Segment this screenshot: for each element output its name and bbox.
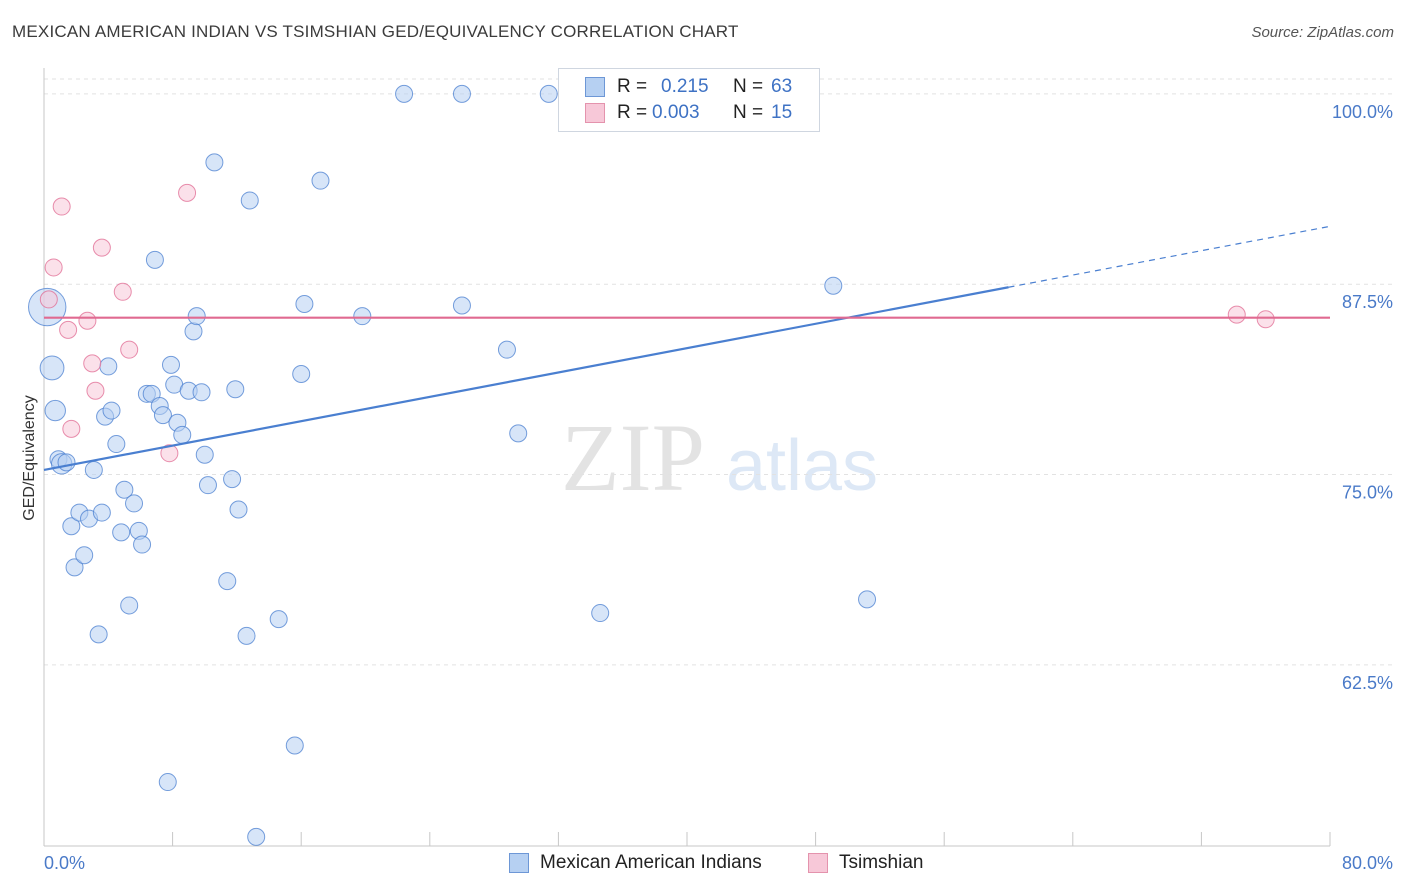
data-point xyxy=(84,460,103,479)
grid-lines xyxy=(44,78,1395,666)
watermark: ZIP atlas xyxy=(561,404,878,511)
data-point xyxy=(184,322,203,341)
data-point xyxy=(395,84,414,103)
data-point xyxy=(160,444,179,463)
data-point xyxy=(858,590,877,609)
data-point xyxy=(99,357,118,376)
data-point xyxy=(237,626,256,645)
data-point xyxy=(75,546,94,565)
data-point xyxy=(39,290,58,309)
data-point xyxy=(311,171,330,190)
y-tick-label: 75.0% xyxy=(1342,483,1393,503)
data-point xyxy=(452,84,471,103)
x-tick-marks xyxy=(43,832,1331,846)
data-point xyxy=(44,399,66,422)
data-point xyxy=(57,453,76,472)
series-tsimshian-points xyxy=(39,183,1275,463)
y-axis-label: GED/Equivalency xyxy=(21,395,38,520)
data-point xyxy=(89,625,108,644)
legend-label: Mexican American Indians xyxy=(540,852,762,873)
data-point xyxy=(59,320,78,339)
watermark-zip: ZIP xyxy=(561,404,705,511)
trend-lines xyxy=(43,225,1331,472)
data-point xyxy=(509,424,528,443)
data-point xyxy=(240,191,259,210)
data-point xyxy=(44,258,63,277)
data-point xyxy=(229,500,248,519)
data-point xyxy=(120,340,139,359)
data-point xyxy=(269,610,288,629)
data-point xyxy=(226,380,245,399)
data-point xyxy=(133,535,152,554)
legend-swatch-pink xyxy=(585,103,605,123)
y-tick-label: 100.0% xyxy=(1332,102,1393,122)
data-point xyxy=(187,307,206,326)
legend-swatch-blue xyxy=(585,77,605,97)
data-point xyxy=(112,523,131,542)
data-point xyxy=(198,476,217,495)
chart-title: MEXICAN AMERICAN INDIAN VS TSIMSHIAN GED… xyxy=(12,22,739,41)
data-point xyxy=(285,736,304,755)
data-point xyxy=(92,238,111,257)
data-point xyxy=(107,435,126,454)
data-point xyxy=(292,365,311,384)
data-point xyxy=(1227,305,1246,324)
y-tick-labels: 100.0% 87.5% 75.0% 62.5% xyxy=(1332,102,1393,693)
data-point xyxy=(539,84,558,103)
series-mexican-american-indians-points xyxy=(28,84,877,846)
x-tick-label-max: 80.0% xyxy=(1342,853,1393,873)
data-point xyxy=(120,596,139,615)
data-point xyxy=(92,503,111,522)
data-point xyxy=(178,183,197,202)
data-point xyxy=(145,250,164,269)
data-point xyxy=(295,294,314,313)
data-point xyxy=(205,153,224,172)
data-point xyxy=(65,558,84,577)
data-point xyxy=(497,340,516,359)
data-point xyxy=(192,383,211,402)
data-point xyxy=(218,572,237,591)
y-tick-label: 87.5% xyxy=(1342,292,1393,312)
data-point xyxy=(223,470,242,489)
legend-swatch-blue xyxy=(509,853,529,873)
data-point xyxy=(153,406,172,425)
x-tick-label-min: 0.0% xyxy=(44,853,85,873)
data-point xyxy=(452,296,471,315)
watermark-atlas: atlas xyxy=(726,426,878,506)
legend-label: Tsimshian xyxy=(839,852,924,873)
data-point xyxy=(83,354,102,373)
data-point xyxy=(591,604,610,623)
y-tick-label: 62.5% xyxy=(1342,673,1393,693)
data-point xyxy=(195,445,214,464)
data-point xyxy=(1256,310,1275,329)
data-point xyxy=(113,282,132,301)
data-point xyxy=(824,276,843,295)
data-point xyxy=(161,355,180,374)
data-point xyxy=(247,827,266,846)
data-point xyxy=(62,517,81,536)
data-point xyxy=(39,355,65,381)
data-point xyxy=(86,381,105,400)
trend-line-extension-mexican-american-indians xyxy=(1008,225,1331,288)
data-point xyxy=(102,401,121,420)
data-point xyxy=(62,419,81,438)
data-point xyxy=(125,494,144,513)
data-point xyxy=(158,773,177,792)
legend-swatch-pink xyxy=(808,853,828,873)
data-point xyxy=(52,197,71,216)
chart-source: Source: ZipAtlas.com xyxy=(1251,24,1394,41)
stats-legend: R = 0.215 N = 63 R = 0.003 N = 15 xyxy=(558,68,820,132)
data-point xyxy=(173,425,192,444)
data-point xyxy=(78,311,97,330)
data-point xyxy=(353,307,372,326)
data-point xyxy=(115,480,134,499)
